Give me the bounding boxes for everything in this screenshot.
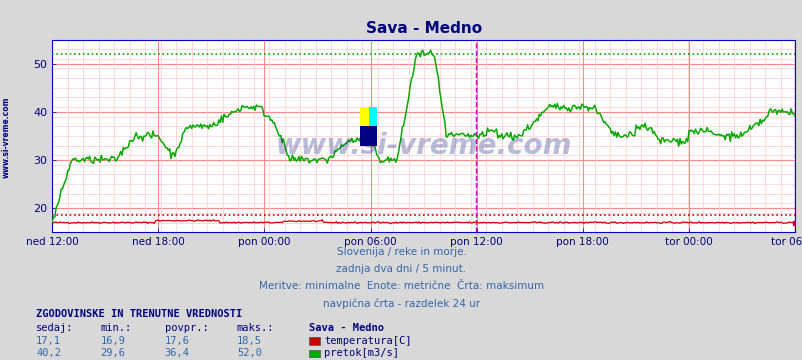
Text: Sava - Medno: Sava - Medno — [309, 323, 383, 333]
Text: 52,0: 52,0 — [237, 348, 261, 359]
Text: 17,1: 17,1 — [36, 336, 61, 346]
Text: 16,9: 16,9 — [100, 336, 125, 346]
Text: 17,6: 17,6 — [164, 336, 189, 346]
Text: pretok[m3/s]: pretok[m3/s] — [324, 348, 399, 359]
Text: 18,5: 18,5 — [237, 336, 261, 346]
Text: Slovenija / reke in morje.: Slovenija / reke in morje. — [336, 247, 466, 257]
Text: 36,4: 36,4 — [164, 348, 189, 359]
Bar — [360, 126, 376, 145]
Bar — [368, 107, 376, 126]
Text: www.si-vreme.com: www.si-vreme.com — [275, 131, 571, 159]
Text: temperatura[C]: temperatura[C] — [324, 336, 411, 346]
Text: www.si-vreme.com: www.si-vreme.com — [2, 96, 11, 177]
Text: ZGODOVINSKE IN TRENUTNE VREDNOSTI: ZGODOVINSKE IN TRENUTNE VREDNOSTI — [36, 309, 242, 319]
Bar — [360, 107, 368, 126]
Text: 29,6: 29,6 — [100, 348, 125, 359]
Title: Sava - Medno: Sava - Medno — [365, 21, 481, 36]
Text: zadnja dva dni / 5 minut.: zadnja dva dni / 5 minut. — [336, 264, 466, 274]
Text: min.:: min.: — [100, 323, 132, 333]
Text: navpična črta - razdelek 24 ur: navpična črta - razdelek 24 ur — [322, 298, 480, 309]
Text: sedaj:: sedaj: — [36, 323, 74, 333]
Text: Meritve: minimalne  Enote: metrične  Črta: maksimum: Meritve: minimalne Enote: metrične Črta:… — [258, 281, 544, 291]
Text: maks.:: maks.: — [237, 323, 274, 333]
Text: 40,2: 40,2 — [36, 348, 61, 359]
Text: povpr.:: povpr.: — [164, 323, 208, 333]
